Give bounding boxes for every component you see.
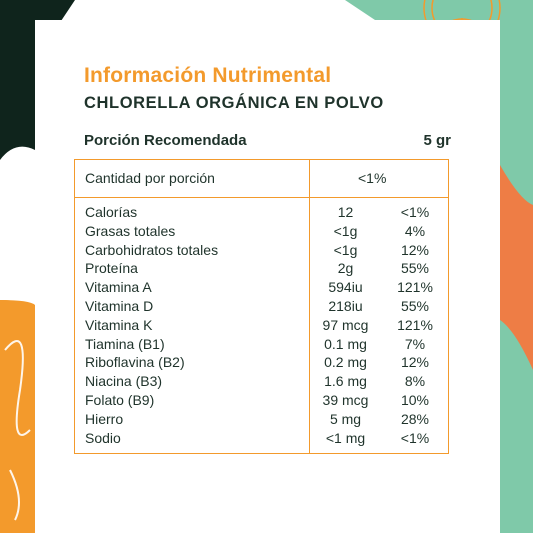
table-row: Niacina (B3) 1.6 mg 8% — [75, 373, 448, 392]
table-header-row: Cantidad por porción <1% — [75, 160, 448, 198]
table-row: Vitamina A 594iu 121% — [75, 279, 448, 298]
nutrient-name: Riboflavina (B2) — [85, 354, 185, 371]
nutrient-amount: 594iu — [328, 279, 363, 296]
serving-amount-value: <1% — [358, 170, 387, 186]
table-row: Vitamina K 97 mcg 121% — [75, 317, 448, 336]
table-row: Sodio <1 mg <1% — [75, 430, 448, 449]
nutrient-name: Vitamina D — [85, 297, 154, 314]
portion-label: Porción Recomendada — [84, 132, 247, 149]
serving-amount-label: Cantidad por porción — [85, 170, 215, 186]
mint-shape-top — [345, 0, 533, 533]
nutrient-amount: 1.6 mg — [324, 373, 367, 390]
nutrient-name: Grasas totales — [85, 222, 176, 239]
coral-shape — [500, 165, 533, 370]
page-title: Información Nutrimental — [84, 64, 332, 87]
nutrition-card — [35, 20, 500, 533]
column-divider — [309, 160, 310, 453]
nutrient-name: Calorías — [85, 204, 138, 220]
product-name: CHLORELLA ORGÁNICA EN POLVO — [84, 94, 384, 112]
nutrient-percent: 8% — [404, 373, 426, 390]
dark-green-shape — [0, 0, 75, 160]
table-row: Grasas totales <1g 4% — [75, 223, 448, 242]
table-row: Folato (B9) 39 mcg 10% — [75, 392, 448, 411]
nutrient-name: Vitamina A — [85, 279, 152, 296]
nutrient-name: Carbohidratos totales — [85, 241, 219, 258]
nutrient-percent: 55% — [400, 297, 430, 314]
nutrient-percent: 12% — [400, 354, 430, 371]
nutrient-amount: 0.2 mg — [324, 354, 367, 371]
nutrient-amount: <1g — [333, 241, 358, 258]
nutrient-amount: <1 mg — [325, 429, 366, 446]
nutrient-rows: Calorías 12 <1% Grasas totales <1g 4% Carbohid… — [75, 204, 448, 448]
nutrient-name: Niacina (B3) — [85, 373, 163, 390]
nutrient-percent: 55% — [400, 260, 430, 277]
nutrition-table: Cantidad por porción <1% Calorías 12 <1% Gr… — [74, 159, 449, 454]
portion-value: 5 gr — [423, 132, 451, 149]
table-row: Vitamina D 218iu 55% — [75, 298, 448, 317]
nutrient-name: Sodio — [85, 429, 121, 446]
table-row: Tiamina (B1) 0.1 mg 7% — [75, 336, 448, 355]
nutrient-percent: 4% — [404, 222, 426, 239]
nutrient-name: Folato (B9) — [85, 391, 155, 408]
table-row: Hierro 5 mg 28% — [75, 411, 448, 430]
table-row: Carbohidratos totales <1g 12% — [75, 242, 448, 261]
nutrient-percent: 10% — [400, 391, 430, 408]
nutrient-percent: 7% — [404, 335, 426, 352]
nutrient-name: Vitamina K — [85, 316, 153, 333]
nutrient-amount: 39 mcg — [322, 391, 369, 408]
table-row: Calorías 12 <1% — [75, 204, 448, 223]
nutrient-amount: 218iu — [328, 297, 363, 314]
nutrient-percent: 121% — [397, 316, 433, 333]
nutrient-amount: 97 mcg — [322, 316, 369, 333]
nutrient-name: Hierro — [85, 410, 124, 427]
nutrient-percent: <1% — [400, 429, 430, 446]
nutrient-name: Proteína — [85, 260, 138, 277]
nutrient-name: Tiamina (B1) — [85, 335, 165, 352]
nutrient-amount: 12 — [337, 204, 354, 220]
nutrient-percent: 12% — [400, 241, 430, 258]
table-row: Proteína 2g 55% — [75, 260, 448, 279]
nutrient-amount: <1g — [333, 222, 358, 239]
nutrient-amount: 0.1 mg — [324, 335, 367, 352]
table-row: Riboflavina (B2) 0.2 mg 12% — [75, 354, 448, 373]
nutrient-amount: 2g — [337, 260, 354, 277]
nutrient-percent: <1% — [400, 204, 430, 220]
nutrient-percent: 28% — [400, 410, 430, 427]
nutrient-amount: 5 mg — [329, 410, 362, 427]
nutrient-percent: 121% — [397, 279, 433, 296]
